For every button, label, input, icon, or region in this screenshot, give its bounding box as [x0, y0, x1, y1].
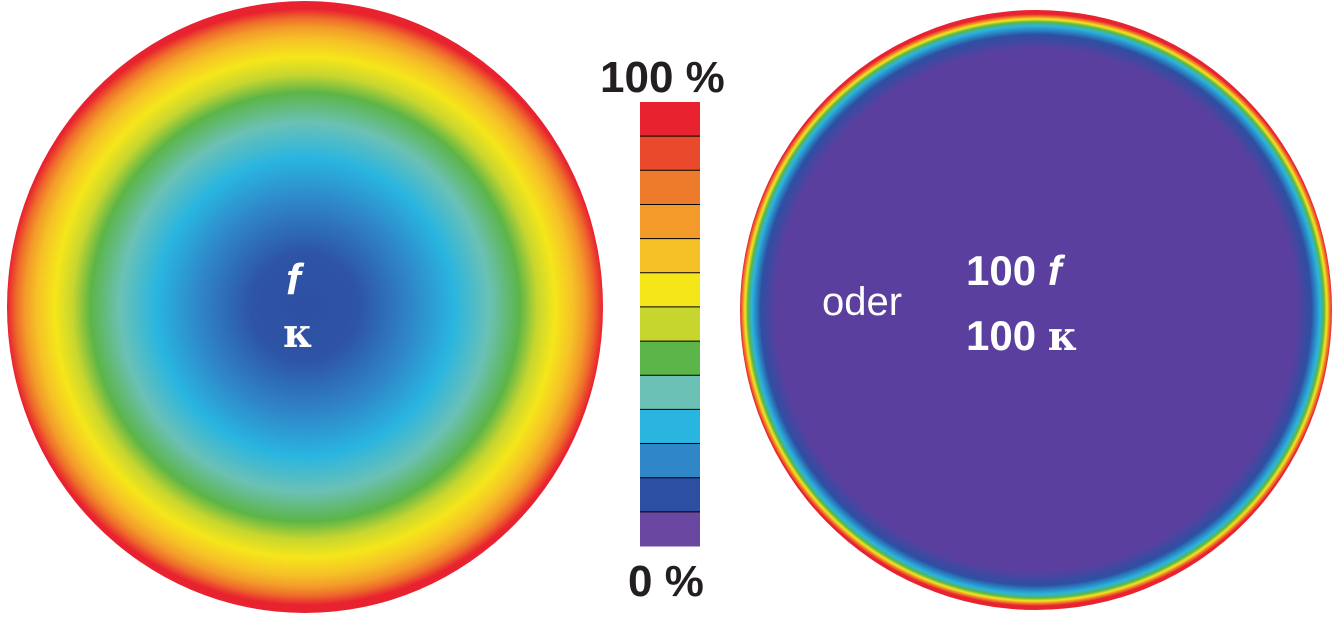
- scale-segment: [640, 238, 700, 274]
- right-disc-line2: 100 κ: [966, 315, 1078, 357]
- scale-segment: [640, 341, 700, 376]
- scale-segment: [640, 409, 700, 445]
- color-scale-bar: [640, 102, 700, 547]
- scale-segment: [640, 443, 700, 479]
- scale-segment: [640, 306, 700, 342]
- scale-segment: [640, 272, 700, 308]
- scale-segment: [640, 375, 700, 410]
- scale-max-label: 100 %: [600, 53, 725, 102]
- scale-segment: [640, 170, 700, 205]
- right-disc-line1: 100 f: [966, 250, 1062, 292]
- right-disc-oder-label: oder: [822, 280, 903, 324]
- right-disc-line1-f: f: [1047, 247, 1062, 294]
- right-disc-line1-number: 100: [966, 247, 1037, 294]
- left-disc-map: [7, 1, 603, 613]
- scale-segment: [640, 511, 700, 547]
- scale-segment: [640, 102, 700, 137]
- scale-segment: [640, 136, 700, 171]
- scale-segment: [640, 204, 700, 240]
- right-disc-map: [740, 10, 1332, 610]
- left-disc-f-label: f: [286, 255, 301, 304]
- scale-segment: [640, 477, 700, 513]
- left-disc-kappa-label: κ: [283, 310, 313, 357]
- scale-min-label: 0 %: [628, 557, 704, 606]
- right-disc-line2-number: 100: [966, 312, 1037, 359]
- right-disc-line2-kappa: κ: [1047, 313, 1078, 360]
